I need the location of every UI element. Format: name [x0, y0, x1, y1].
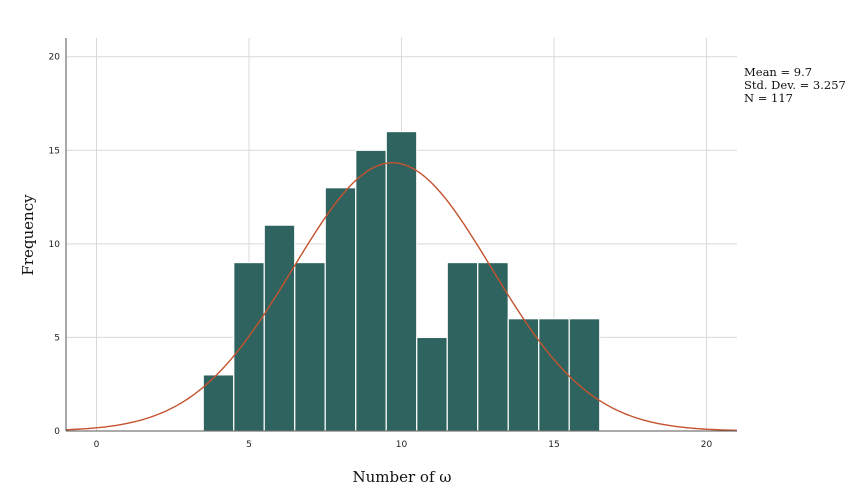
y-tick-label: 0 [54, 427, 60, 437]
histogram-bar [416, 336, 448, 432]
x-tick-label: 10 [396, 440, 408, 450]
y-axis-title: Frequency [19, 194, 37, 276]
y-tick-label: 10 [49, 240, 61, 250]
x-tick-labels: 0 5 10 15 20 [94, 440, 713, 450]
y-tick-label: 15 [49, 146, 60, 156]
stats-mean: Mean = 9.7 [744, 65, 812, 79]
x-tick-label: 0 [94, 440, 100, 450]
stats-legend: Mean = 9.7 Std. Dev. = 3.257 N = 117 [744, 65, 846, 105]
x-axis-title: Number of ω [352, 468, 451, 486]
x-tick-label: 15 [548, 440, 559, 450]
histogram-bar [233, 261, 265, 432]
normal-curve [65, 162, 738, 432]
histogram-bar [324, 187, 357, 432]
stats-std-dev: Std. Dev. = 3.257 [744, 78, 846, 92]
histogram-bar [538, 318, 570, 432]
histogram-bar [385, 130, 418, 432]
y-tick-labels: 0 5 10 15 20 [49, 53, 61, 437]
histogram-bar [507, 318, 540, 432]
y-tick-label: 5 [54, 333, 60, 343]
x-tick-label: 20 [701, 440, 713, 450]
histogram-bar [446, 261, 479, 432]
histogram-bar [294, 261, 326, 432]
histogram-bars [202, 130, 601, 432]
axes [65, 38, 737, 432]
histogram-bar [355, 149, 387, 432]
stats-n: N = 117 [744, 91, 793, 105]
x-tick-label: 5 [246, 440, 252, 450]
y-tick-label: 20 [49, 53, 61, 63]
histogram-bar [568, 318, 601, 432]
histogram-bar [263, 224, 296, 432]
